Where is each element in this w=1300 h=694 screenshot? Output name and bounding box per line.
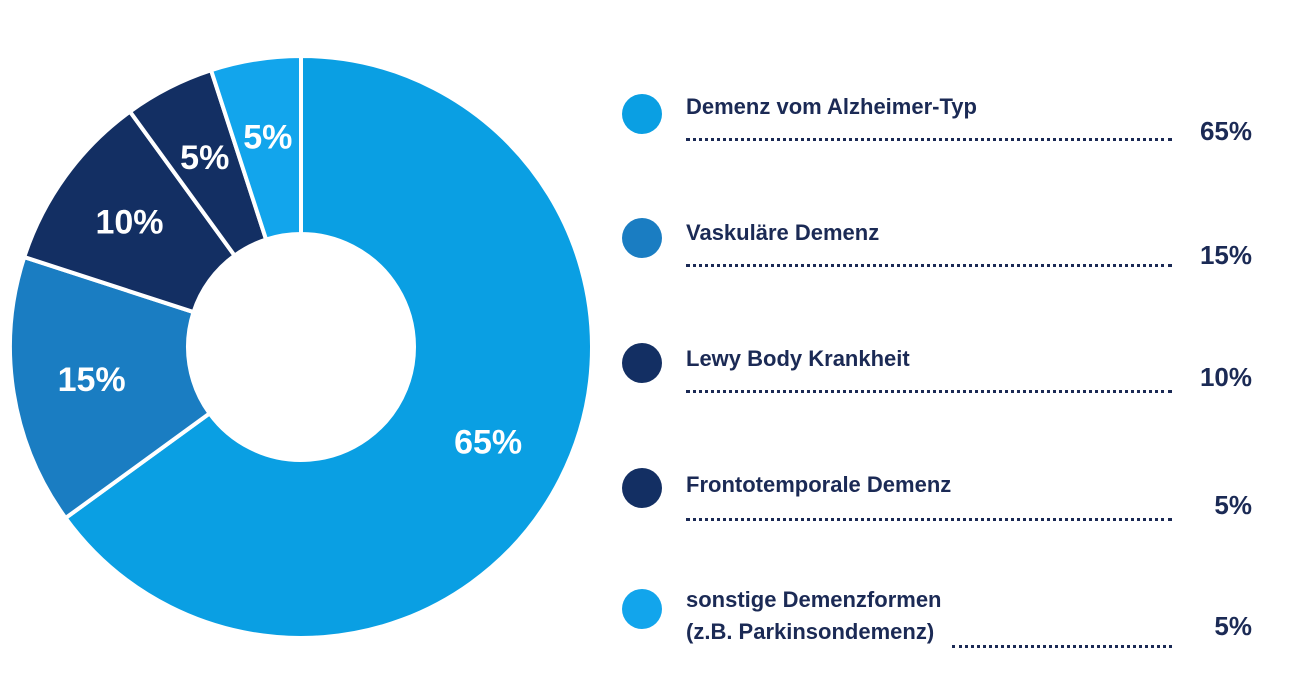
legend-swatch-icon <box>622 468 662 508</box>
donut-slices <box>8 54 594 640</box>
legend-leader-dots <box>686 138 1172 141</box>
donut-slice-alzheimer <box>63 54 594 640</box>
legend-leader-dots <box>686 390 1172 393</box>
legend-leader-dots <box>686 264 1172 267</box>
donut-slice-label-lewy-body: 10% <box>95 203 163 241</box>
donut-chart: 65% 15% 10% 5% 5% <box>8 54 594 640</box>
legend-label: Frontotemporale Demenz <box>686 472 952 497</box>
legend-value: 5% <box>1214 611 1252 641</box>
donut-slice-label-sonstige: 5% <box>243 119 292 157</box>
donut-slice-sonstige <box>209 54 303 242</box>
donut-slice-label-vaskulaer: 15% <box>58 361 126 399</box>
legend-label: Demenz vom Alzheimer-Typ <box>686 94 977 119</box>
legend-value: 5% <box>1214 490 1252 520</box>
donut-slice-label-alzheimer: 65% <box>454 423 522 461</box>
donut-slice-labels: 65% 15% 10% 5% 5% <box>58 119 523 462</box>
legend-label-line2: (z.B. Parkinsondemenz) <box>686 619 935 644</box>
legend-swatch-icon <box>622 343 662 383</box>
donut-slice-label-frontotemporal: 5% <box>180 139 229 177</box>
legend-swatch-icon <box>622 218 662 258</box>
donut-slice-vaskulaer <box>8 255 212 521</box>
legend-leader-dots <box>952 645 1172 648</box>
legend-value: 15% <box>1199 240 1252 270</box>
legend-swatch-icon <box>622 589 662 629</box>
legend-leader-dots <box>686 518 1172 521</box>
legend-label: Vaskuläre Demenz <box>686 220 880 245</box>
legend-label: Lewy Body Krankheit <box>686 346 910 371</box>
legend-value: 10% <box>1199 362 1252 392</box>
legend-label: sonstige Demenzformen <box>686 587 942 612</box>
legend-swatch-icon <box>622 94 662 134</box>
legend-value: 65% <box>1199 116 1252 146</box>
